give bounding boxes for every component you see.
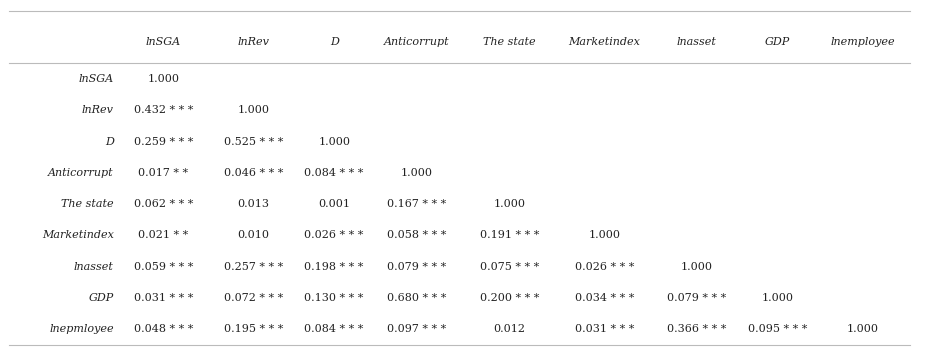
Text: 0.432 * * *: 0.432 * * * — [134, 105, 193, 115]
Text: 0.013: 0.013 — [238, 199, 269, 209]
Text: D: D — [105, 137, 114, 146]
Text: lnemployee: lnemployee — [830, 37, 895, 47]
Text: 0.017 * *: 0.017 * * — [138, 168, 189, 178]
Text: 0.095 * * *: 0.095 * * * — [748, 324, 807, 334]
Text: Marketindex: Marketindex — [42, 231, 114, 240]
Text: lnasset: lnasset — [677, 37, 717, 47]
Text: 0.079 * * *: 0.079 * * * — [667, 293, 726, 303]
Text: 0.075 * * *: 0.075 * * * — [480, 262, 539, 272]
Text: lnepmloyee: lnepmloyee — [49, 324, 114, 334]
Text: 0.084 * * *: 0.084 * * * — [304, 168, 364, 178]
Text: 0.084 * * *: 0.084 * * * — [304, 324, 364, 334]
Text: 0.191 * * *: 0.191 * * * — [480, 231, 539, 240]
Text: 0.031 * * *: 0.031 * * * — [134, 293, 193, 303]
Text: The state: The state — [483, 37, 536, 47]
Text: lnSGA: lnSGA — [146, 37, 181, 47]
Text: GDP: GDP — [88, 293, 114, 303]
Text: 0.097 * * *: 0.097 * * * — [388, 324, 447, 334]
Text: 0.062 * * *: 0.062 * * * — [134, 199, 193, 209]
Text: The state: The state — [61, 199, 114, 209]
Text: 0.366 * * *: 0.366 * * * — [667, 324, 726, 334]
Text: 0.026 * * *: 0.026 * * * — [304, 231, 364, 240]
Text: 0.021 * *: 0.021 * * — [138, 231, 189, 240]
Text: 0.198 * * *: 0.198 * * * — [304, 262, 364, 272]
Text: 0.072 * * *: 0.072 * * * — [224, 293, 283, 303]
Text: 0.058 * * *: 0.058 * * * — [388, 231, 447, 240]
Text: 0.195 * * *: 0.195 * * * — [224, 324, 283, 334]
Text: 0.680 * * *: 0.680 * * * — [388, 293, 447, 303]
Text: 0.031 * * *: 0.031 * * * — [574, 324, 634, 334]
Text: 0.079 * * *: 0.079 * * * — [388, 262, 447, 272]
Text: 0.048 * * *: 0.048 * * * — [134, 324, 193, 334]
Text: lnSGA: lnSGA — [79, 74, 114, 84]
Text: 0.059 * * *: 0.059 * * * — [134, 262, 193, 272]
Text: 0.257 * * *: 0.257 * * * — [224, 262, 283, 272]
Text: lnRev: lnRev — [238, 37, 269, 47]
Text: 1.000: 1.000 — [494, 199, 525, 209]
Text: 1.000: 1.000 — [761, 293, 793, 303]
Text: 0.046 * * *: 0.046 * * * — [224, 168, 283, 178]
Text: 1.000: 1.000 — [847, 324, 879, 334]
Text: Anticorrupt: Anticorrupt — [384, 37, 450, 47]
Text: 1.000: 1.000 — [148, 74, 179, 84]
Text: 0.200 * * *: 0.200 * * * — [480, 293, 539, 303]
Text: lnasset: lnasset — [74, 262, 114, 272]
Text: GDP: GDP — [765, 37, 790, 47]
Text: Marketindex: Marketindex — [569, 37, 640, 47]
Text: 0.026 * * *: 0.026 * * * — [574, 262, 634, 272]
Text: 1.000: 1.000 — [238, 105, 269, 115]
Text: D: D — [330, 37, 338, 47]
Text: 1.000: 1.000 — [589, 231, 620, 240]
Text: 0.010: 0.010 — [238, 231, 269, 240]
Text: 0.034 * * *: 0.034 * * * — [574, 293, 634, 303]
Text: lnRev: lnRev — [82, 105, 114, 115]
Text: 0.259 * * *: 0.259 * * * — [134, 137, 193, 146]
Text: 0.130 * * *: 0.130 * * * — [304, 293, 364, 303]
Text: 0.167 * * *: 0.167 * * * — [388, 199, 447, 209]
Text: 1.000: 1.000 — [681, 262, 713, 272]
Text: 1.000: 1.000 — [401, 168, 433, 178]
Text: 1.000: 1.000 — [319, 137, 350, 146]
Text: Anticorrupt: Anticorrupt — [48, 168, 114, 178]
Text: 0.001: 0.001 — [319, 199, 350, 209]
Text: 0.012: 0.012 — [494, 324, 525, 334]
Text: 0.525 * * *: 0.525 * * * — [224, 137, 283, 146]
